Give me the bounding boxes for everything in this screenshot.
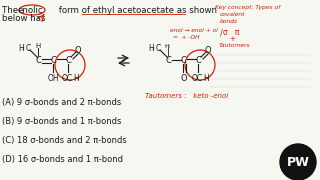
Text: form of ethyl acetoacetate as shown: form of ethyl acetoacetate as shown <box>56 6 217 15</box>
Text: H: H <box>73 73 79 82</box>
Text: H: H <box>148 44 154 53</box>
Text: C: C <box>65 55 71 64</box>
Text: C: C <box>195 55 201 64</box>
Text: /: / <box>220 28 223 37</box>
Text: H: H <box>36 43 41 49</box>
Text: (A) 9 σ-bonds and 2 π-bonds: (A) 9 σ-bonds and 2 π-bonds <box>2 98 121 107</box>
Text: Key concept: Types of: Key concept: Types of <box>215 5 280 10</box>
Text: O: O <box>205 46 211 55</box>
Text: C: C <box>35 55 41 64</box>
Text: C: C <box>156 44 161 53</box>
Text: ₅: ₅ <box>207 75 209 80</box>
Text: bonds: bonds <box>220 19 238 24</box>
Text: O: O <box>181 73 187 82</box>
Text: (D) 16 σ-bonds and 1 π-bond: (D) 16 σ-bonds and 1 π-bond <box>2 155 123 164</box>
Text: OC: OC <box>62 73 73 82</box>
Text: C: C <box>165 55 171 64</box>
Text: H: H <box>203 73 209 82</box>
Text: ₃: ₃ <box>22 46 25 51</box>
Text: O: O <box>75 46 81 55</box>
Text: OC: OC <box>192 73 203 82</box>
Text: below has: below has <box>2 14 45 23</box>
Text: ₃: ₃ <box>152 46 155 51</box>
Text: (B) 9 σ-bonds and 1 π-bonds: (B) 9 σ-bonds and 1 π-bonds <box>2 117 121 126</box>
Text: Tautomers :   keto -enol: Tautomers : keto -enol <box>145 93 228 99</box>
Circle shape <box>280 144 316 180</box>
Text: Tautomers: Tautomers <box>219 43 251 48</box>
Text: H: H <box>164 44 169 48</box>
Text: ₂: ₂ <box>168 44 170 48</box>
Text: enolic: enolic <box>18 6 44 15</box>
Text: +: + <box>229 36 235 42</box>
Text: (C) 18 σ-bonds and 2 π-bonds: (C) 18 σ-bonds and 2 π-bonds <box>2 136 127 145</box>
Text: C: C <box>180 55 186 64</box>
Text: =  + -OH: = + -OH <box>173 35 199 40</box>
Text: enol → enol + ol: enol → enol + ol <box>170 28 218 33</box>
Text: C: C <box>26 44 31 53</box>
Text: OH: OH <box>47 73 59 82</box>
Text: The: The <box>2 6 21 15</box>
Text: C: C <box>50 55 56 64</box>
Text: ₅: ₅ <box>77 75 79 80</box>
Text: PW: PW <box>287 156 309 168</box>
Text: covalent: covalent <box>220 12 245 17</box>
Text: σ   π: σ π <box>223 28 239 37</box>
Text: H: H <box>18 44 24 53</box>
